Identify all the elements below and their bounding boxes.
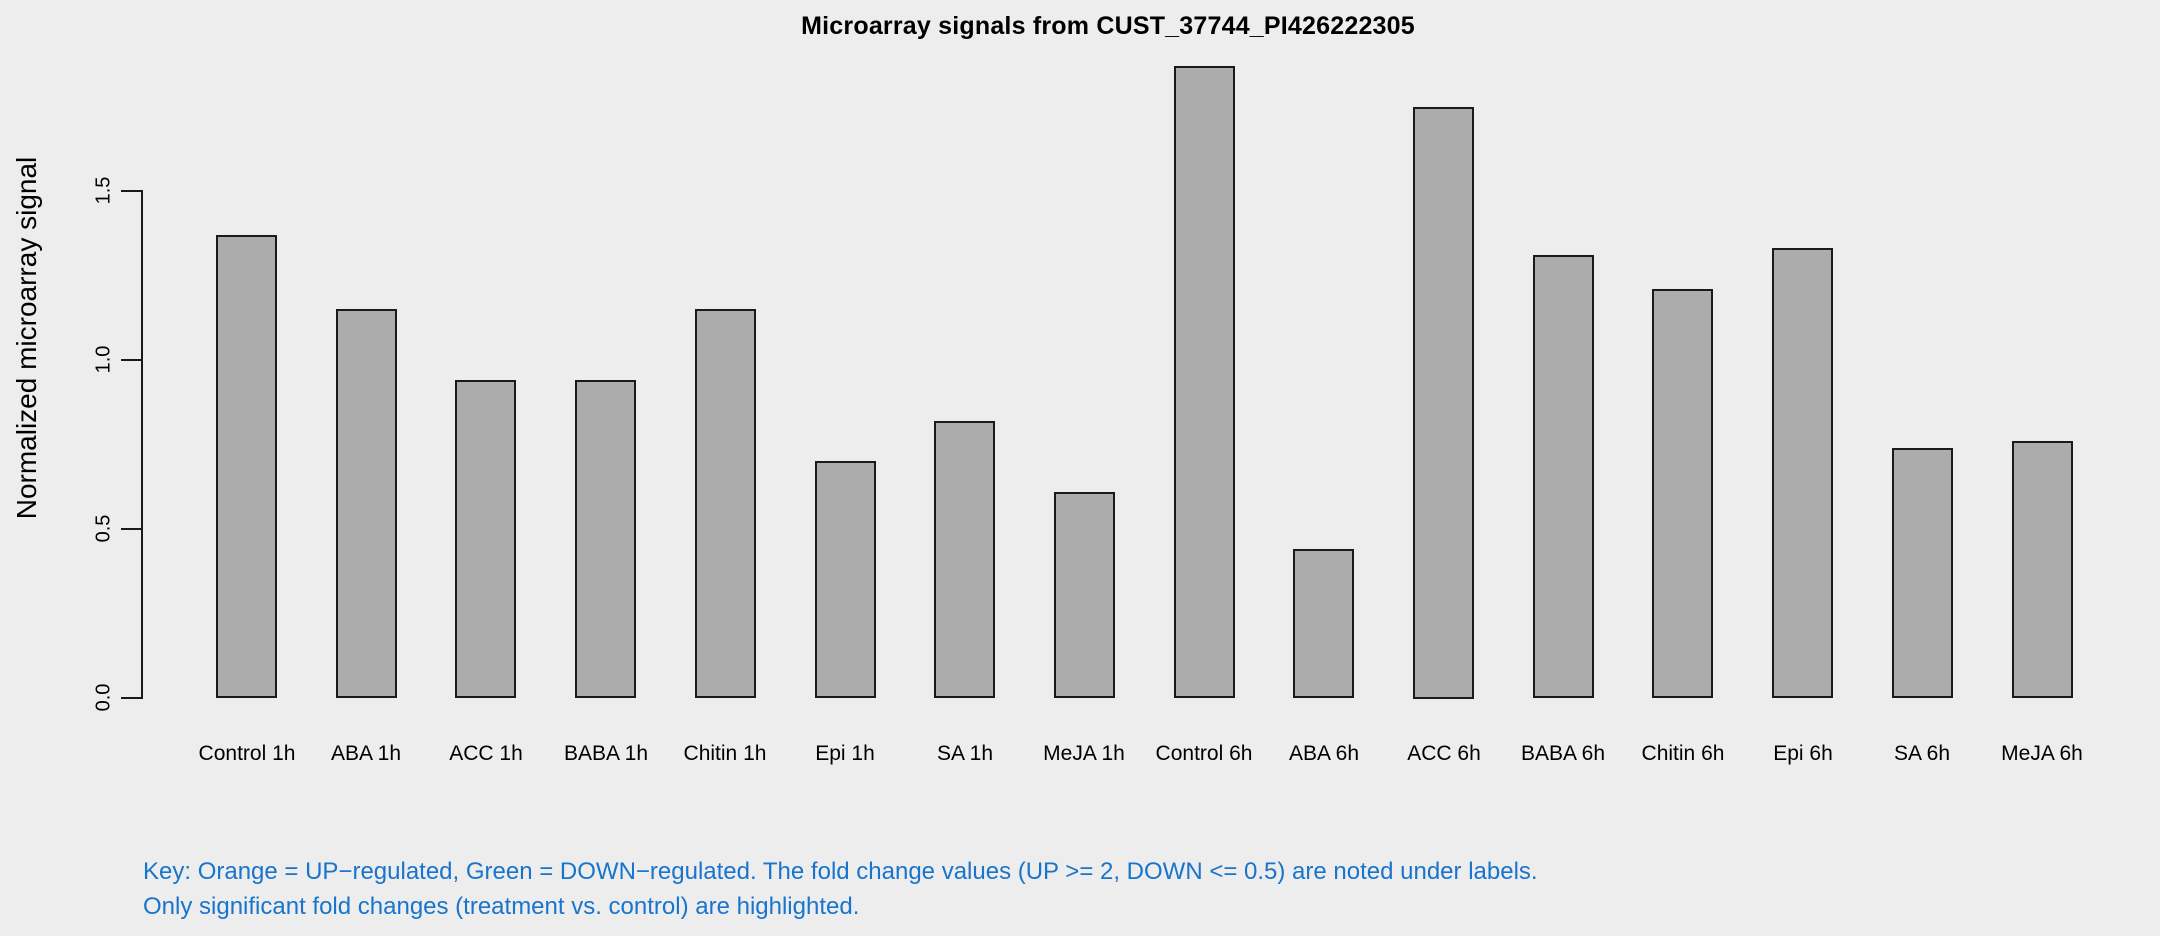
- bar-acc-1h: [455, 380, 516, 698]
- bar-meja-1h: [1054, 492, 1115, 698]
- y-axis-label: Normalized microarray signal: [11, 156, 42, 520]
- y-axis-line: [141, 190, 143, 699]
- y-tick-label: 0.0: [92, 683, 115, 712]
- x-axis-label: Control 6h: [1155, 742, 1253, 765]
- bar-sa-1h: [934, 421, 995, 698]
- x-axis-label: Control 1h: [198, 742, 296, 765]
- y-tick-mark: [121, 359, 141, 361]
- x-axis-label: BABA 6h: [1520, 742, 1606, 765]
- x-axis-label: Epi 1h: [815, 742, 875, 765]
- y-tick-mark: [121, 697, 141, 699]
- x-axis-label: ABA 1h: [330, 742, 402, 765]
- bar-epi-6h: [1772, 248, 1833, 698]
- x-axis-label: BABA 1h: [563, 742, 649, 765]
- bar-aba-6h: [1293, 549, 1354, 698]
- bar-acc-6h: [1413, 107, 1474, 699]
- x-axis-label: MeJA 1h: [1043, 742, 1125, 765]
- bar-chitin-1h: [695, 309, 756, 698]
- x-axis-label: SA 1h: [936, 742, 994, 765]
- x-axis-label: MeJA 6h: [2001, 742, 2083, 765]
- bar-epi-1h: [815, 461, 876, 698]
- bar-chitin-6h: [1652, 289, 1713, 698]
- x-axis-label: ABA 6h: [1288, 742, 1360, 765]
- bar-sa-6h: [1892, 448, 1953, 698]
- bar-control-1h: [216, 235, 277, 698]
- x-axis-label: Chitin 1h: [683, 742, 767, 765]
- key-line-2: Only significant fold changes (treatment…: [143, 893, 860, 920]
- key-line-1: Key: Orange = UP−regulated, Green = DOWN…: [143, 858, 1538, 885]
- bar-baba-1h: [575, 380, 636, 698]
- x-axis-label: Epi 6h: [1773, 742, 1833, 765]
- y-tick-label: 1.0: [92, 345, 115, 374]
- x-axis-label: ACC 6h: [1407, 742, 1481, 765]
- chart-title: Microarray signals from CUST_37744_PI426…: [801, 12, 1415, 40]
- y-tick-mark: [121, 190, 141, 192]
- bar-baba-6h: [1533, 255, 1594, 698]
- y-tick-mark: [121, 528, 141, 530]
- bar-aba-1h: [336, 309, 397, 698]
- bar-meja-6h: [2012, 441, 2073, 698]
- key-annotation: Key: Orange = UP−regulated, Green = DOWN…: [143, 854, 1538, 924]
- y-tick-label: 0.5: [92, 514, 115, 543]
- x-axis-label: SA 6h: [1893, 742, 1951, 765]
- bar-control-6h: [1174, 66, 1235, 698]
- y-tick-label: 1.5: [92, 176, 115, 205]
- x-axis-label: Chitin 6h: [1641, 742, 1725, 765]
- x-axis-label: ACC 1h: [449, 742, 523, 765]
